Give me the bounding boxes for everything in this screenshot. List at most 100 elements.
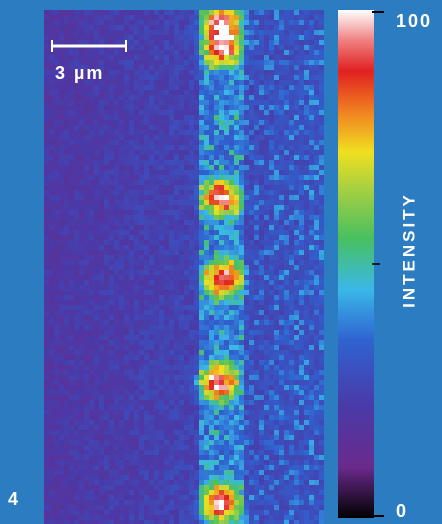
- pixel: [159, 125, 164, 130]
- pixel: [239, 270, 244, 275]
- pixel: [159, 305, 164, 310]
- pixel: [94, 150, 99, 155]
- pixel: [59, 340, 64, 345]
- pixel: [224, 365, 229, 370]
- pixel: [174, 35, 179, 40]
- pixel: [94, 315, 99, 320]
- pixel: [254, 440, 259, 445]
- pixel: [249, 430, 254, 435]
- pixel: [139, 120, 144, 125]
- pixel: [139, 20, 144, 25]
- pixel: [119, 125, 124, 130]
- pixel: [109, 10, 114, 15]
- pixel: [264, 170, 269, 175]
- pixel: [49, 210, 54, 215]
- pixel: [214, 210, 219, 215]
- pixel: [199, 375, 204, 380]
- pixel: [259, 65, 264, 70]
- pixel: [84, 145, 89, 150]
- pixel: [234, 270, 239, 275]
- pixel: [129, 165, 134, 170]
- pixel: [159, 80, 164, 85]
- pixel: [279, 210, 284, 215]
- pixel: [189, 370, 194, 375]
- pixel: [284, 115, 289, 120]
- pixel: [54, 350, 59, 355]
- pixel: [254, 400, 259, 405]
- pixel: [49, 25, 54, 30]
- pixel: [319, 405, 324, 410]
- pixel: [124, 425, 129, 430]
- pixel: [164, 230, 169, 235]
- pixel: [189, 355, 194, 360]
- pixel: [269, 180, 274, 185]
- pixel: [314, 250, 319, 255]
- pixel: [139, 440, 144, 445]
- pixel: [209, 360, 214, 365]
- pixel: [239, 230, 244, 235]
- pixel: [79, 250, 84, 255]
- pixel: [169, 155, 174, 160]
- pixel: [119, 65, 124, 70]
- pixel: [69, 325, 74, 330]
- pixel: [129, 205, 134, 210]
- pixel: [214, 60, 219, 65]
- pixel: [294, 420, 299, 425]
- pixel: [184, 280, 189, 285]
- pixel: [249, 270, 254, 275]
- pixel: [109, 185, 114, 190]
- pixel: [94, 300, 99, 305]
- pixel: [84, 190, 89, 195]
- pixel: [44, 160, 49, 165]
- pixel: [204, 25, 209, 30]
- pixel: [204, 300, 209, 305]
- pixel: [189, 220, 194, 225]
- pixel: [234, 165, 239, 170]
- pixel: [139, 245, 144, 250]
- pixel: [274, 160, 279, 165]
- pixel: [184, 40, 189, 45]
- pixel: [254, 70, 259, 75]
- pixel: [314, 255, 319, 260]
- pixel: [94, 250, 99, 255]
- pixel: [114, 400, 119, 405]
- pixel: [114, 110, 119, 115]
- pixel: [294, 15, 299, 20]
- pixel: [214, 395, 219, 400]
- pixel: [104, 165, 109, 170]
- pixel: [204, 330, 209, 335]
- pixel: [194, 35, 199, 40]
- pixel: [154, 30, 159, 35]
- pixel: [224, 320, 229, 325]
- pixel: [289, 420, 294, 425]
- pixel: [64, 220, 69, 225]
- pixel: [174, 150, 179, 155]
- pixel: [144, 280, 149, 285]
- pixel: [289, 290, 294, 295]
- pixel: [244, 285, 249, 290]
- pixel: [99, 240, 104, 245]
- pixel: [179, 290, 184, 295]
- pixel: [104, 325, 109, 330]
- pixel: [154, 190, 159, 195]
- pixel: [304, 450, 309, 455]
- pixel: [139, 230, 144, 235]
- pixel: [199, 110, 204, 115]
- pixel: [69, 130, 74, 135]
- pixel: [239, 75, 244, 80]
- pixel: [204, 65, 209, 70]
- pixel: [194, 285, 199, 290]
- pixel: [254, 105, 259, 110]
- pixel: [99, 260, 104, 265]
- pixel: [209, 175, 214, 180]
- pixel: [124, 230, 129, 235]
- pixel: [174, 215, 179, 220]
- pixel: [49, 215, 54, 220]
- pixel: [309, 180, 314, 185]
- pixel: [114, 325, 119, 330]
- pixel: [244, 450, 249, 455]
- pixel: [109, 220, 114, 225]
- pixel: [309, 245, 314, 250]
- pixel: [229, 335, 234, 340]
- pixel: [154, 230, 159, 235]
